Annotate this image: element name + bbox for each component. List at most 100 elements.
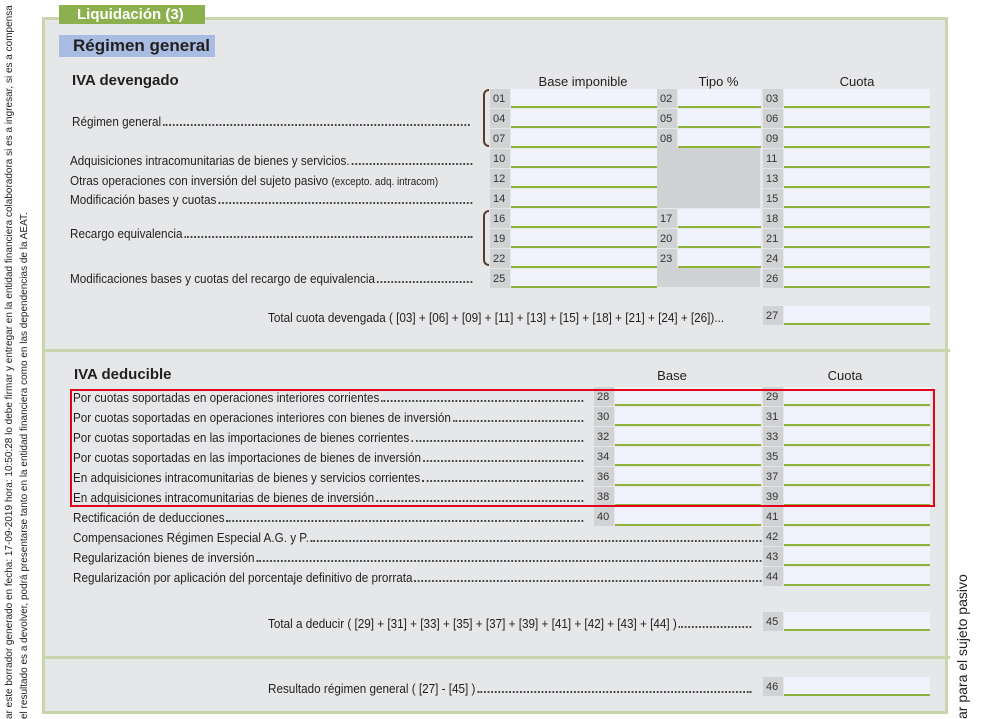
field-31[interactable] — [784, 407, 930, 426]
box-code-27: 27 — [763, 306, 783, 325]
box-code-17: 17 — [657, 209, 677, 228]
field-01[interactable] — [511, 89, 657, 108]
label-recargo: Recargo equivalencia — [70, 225, 474, 241]
field-06[interactable] — [784, 109, 930, 128]
field-05[interactable] — [678, 109, 761, 128]
brace-icon — [483, 210, 489, 266]
field-04[interactable] — [511, 109, 657, 128]
section-divider — [42, 656, 950, 659]
field-13[interactable] — [784, 169, 930, 188]
field-40[interactable] — [615, 507, 761, 526]
box-code-38: 38 — [594, 487, 614, 506]
box-code-04: 04 — [490, 109, 510, 128]
field-11[interactable] — [784, 149, 930, 168]
field-19[interactable] — [511, 229, 657, 248]
box-code-18: 18 — [763, 209, 783, 228]
box-code-44: 44 — [763, 567, 783, 586]
label-adquisiciones: Adquisiciones intracomunitarias de biene… — [70, 152, 474, 168]
field-12[interactable] — [511, 169, 657, 188]
box-code-03: 03 — [763, 89, 783, 108]
liquidacion-tab: Liquidación (3) — [59, 5, 205, 24]
field-03[interactable] — [784, 89, 930, 108]
box-code-11: 11 — [763, 149, 783, 168]
field-09[interactable] — [784, 129, 930, 148]
field-28[interactable] — [615, 387, 761, 406]
box-code-40: 40 — [594, 507, 614, 526]
field-44[interactable] — [784, 567, 930, 586]
field-35[interactable] — [784, 447, 930, 466]
box-code-31: 31 — [763, 407, 783, 426]
box-code-01: 01 — [490, 89, 510, 108]
disabled-cell — [657, 268, 760, 287]
box-code-16: 16 — [490, 209, 510, 228]
box-code-20: 20 — [657, 229, 677, 248]
field-17[interactable] — [678, 209, 761, 228]
side-note-line1: ar este borrador generado en fecha: 17-0… — [4, 5, 15, 719]
box-code-10: 10 — [490, 149, 510, 168]
field-08[interactable] — [678, 129, 761, 148]
field-41[interactable] — [784, 507, 930, 526]
label-deducible-row: En adquisiciones intracomunitarias de bi… — [73, 469, 585, 485]
field-07[interactable] — [511, 129, 657, 148]
field-43[interactable] — [784, 547, 930, 566]
field-16[interactable] — [511, 209, 657, 228]
box-code-22: 22 — [490, 249, 510, 268]
box-code-07: 07 — [490, 129, 510, 148]
field-45[interactable] — [784, 612, 930, 631]
field-37[interactable] — [784, 467, 930, 486]
box-code-42: 42 — [763, 527, 783, 546]
field-26[interactable] — [784, 269, 930, 288]
field-02[interactable] — [678, 89, 761, 108]
field-14[interactable] — [511, 189, 657, 208]
field-46[interactable] — [784, 677, 930, 696]
field-24[interactable] — [784, 249, 930, 268]
box-code-25: 25 — [490, 269, 510, 288]
iva-devengado-heading: IVA devengado — [72, 72, 179, 89]
box-code-32: 32 — [594, 427, 614, 446]
box-code-21: 21 — [763, 229, 783, 248]
box-code-30: 30 — [594, 407, 614, 426]
field-33[interactable] — [784, 427, 930, 446]
col-tipo: Tipo % — [698, 74, 739, 89]
label-deducible-row: Regularización bienes de inversión — [73, 549, 763, 565]
brace-icon — [483, 89, 489, 147]
field-23[interactable] — [678, 249, 761, 268]
box-code-05: 05 — [657, 109, 677, 128]
side-note-line2: el resultado es a devolver, podrá presen… — [19, 212, 30, 719]
box-code-13: 13 — [763, 169, 783, 188]
field-18[interactable] — [784, 209, 930, 228]
field-32[interactable] — [615, 427, 761, 446]
box-code-08: 08 — [657, 129, 677, 148]
box-code-39: 39 — [763, 487, 783, 506]
box-code-06: 06 — [763, 109, 783, 128]
label-deducible-row: Regularización por aplicación del porcen… — [73, 569, 763, 585]
label-modificaciones-recargo: Modificaciones bases y cuotas del recarg… — [70, 270, 474, 286]
label-regimen-general: Régimen general — [72, 113, 472, 129]
field-42[interactable] — [784, 527, 930, 546]
field-34[interactable] — [615, 447, 761, 466]
box-code-33: 33 — [763, 427, 783, 446]
col-base-imponible: Base imponible — [538, 74, 628, 89]
label-deducible-row: Por cuotas soportadas en las importacion… — [73, 449, 585, 465]
field-21[interactable] — [784, 229, 930, 248]
box-code-09: 09 — [763, 129, 783, 148]
box-code-24: 24 — [763, 249, 783, 268]
disabled-cell — [657, 148, 760, 208]
label-total-deducir: Total a deducir ( [29] + [31] + [33] + [… — [268, 615, 753, 631]
field-27[interactable] — [784, 306, 930, 325]
label-resultado: Resultado régimen general ( [27] - [45] … — [268, 680, 753, 696]
field-29[interactable] — [784, 387, 930, 406]
box-code-26: 26 — [763, 269, 783, 288]
field-10[interactable] — [511, 149, 657, 168]
field-20[interactable] — [678, 229, 761, 248]
field-25[interactable] — [511, 269, 657, 288]
field-39[interactable] — [784, 487, 930, 506]
field-22[interactable] — [511, 249, 657, 268]
label-deducible-row: Por cuotas soportadas en operaciones int… — [73, 389, 585, 405]
label-deducible-row: Rectificación de deducciones — [73, 509, 585, 525]
field-36[interactable] — [615, 467, 761, 486]
field-38[interactable] — [615, 487, 761, 506]
label-deducible-row: En adquisiciones intracomunitarias de bi… — [73, 489, 585, 505]
field-15[interactable] — [784, 189, 930, 208]
field-30[interactable] — [615, 407, 761, 426]
